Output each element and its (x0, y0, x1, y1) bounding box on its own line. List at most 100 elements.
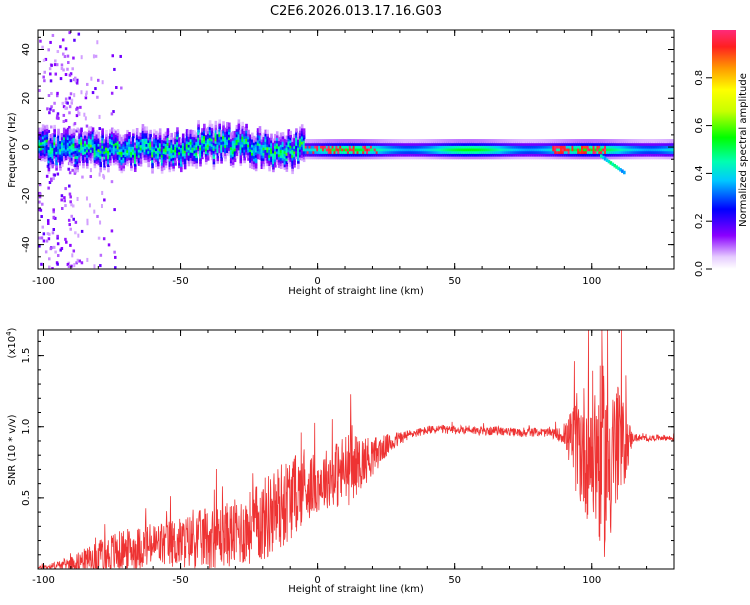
heat-cell (126, 154, 129, 159)
heat-cell (158, 128, 162, 133)
heat-cell (339, 149, 342, 154)
heat-cell (625, 139, 628, 144)
heat-cell (274, 136, 277, 141)
heat-cell (53, 162, 56, 166)
heat-cell (538, 152, 542, 157)
heat-cell (93, 142, 97, 147)
heat-cell (368, 155, 371, 160)
heat-cell (646, 152, 649, 157)
heat-cell (38, 200, 41, 204)
heat-cell (80, 146, 83, 151)
heat-cell (235, 135, 239, 140)
heat-cell (366, 147, 369, 152)
heat-cell (494, 141, 498, 146)
heat-cell (40, 262, 43, 266)
heat-cell (323, 147, 327, 152)
heat-cell (644, 149, 647, 154)
heat-cell (187, 151, 191, 156)
heat-cell (266, 159, 269, 164)
heat-cell (193, 146, 197, 151)
heat-cell (287, 148, 291, 153)
heat-cell (391, 144, 394, 149)
heat-cell (38, 89, 41, 93)
heat-cell (64, 204, 67, 208)
heat-cell (483, 139, 486, 144)
heat-cell (268, 143, 271, 148)
heat-cell (68, 111, 71, 115)
heat-cell (166, 149, 170, 154)
heat-cell (655, 144, 659, 149)
heat-cell (122, 166, 126, 172)
heat-cell (358, 147, 362, 152)
heat-cell (145, 142, 149, 147)
heat-cell (440, 147, 444, 152)
heat-cell (222, 126, 225, 131)
heat-cell (55, 142, 58, 147)
heat-cell (51, 141, 55, 146)
heat-cell (469, 149, 473, 154)
heat-cell (183, 159, 187, 164)
heat-cell (231, 155, 235, 160)
heat-cell (164, 139, 168, 144)
heat-cell (630, 149, 634, 154)
heat-cell (76, 135, 79, 140)
heat-cell (475, 141, 479, 146)
heat-cell (199, 140, 202, 145)
heat-cell (283, 152, 287, 157)
heat-cell (519, 139, 523, 144)
heat-cell (93, 147, 97, 153)
heat-cell (49, 79, 53, 83)
heat-cell (114, 141, 118, 146)
heat-cell (48, 257, 51, 261)
heat-cell (39, 140, 43, 146)
heat-cell (93, 264, 96, 269)
heat-cell (87, 145, 91, 150)
heat-cell (511, 149, 515, 154)
heat-cell (293, 158, 296, 163)
heat-cell (187, 140, 191, 145)
heat-cell (535, 147, 538, 152)
heat-cell (642, 144, 646, 149)
heat-cell (241, 121, 245, 127)
heat-cell (75, 80, 79, 84)
heat-cell (371, 147, 375, 152)
heat-cell (366, 149, 369, 154)
heat-cell (462, 149, 465, 154)
heat-cell (197, 130, 200, 136)
heat-cell (220, 140, 223, 145)
heat-cell (525, 141, 529, 146)
heat-cell (258, 155, 262, 160)
heat-cell (245, 129, 248, 134)
heat-cell (67, 218, 71, 222)
heat-cell (55, 136, 58, 142)
heat-cell (195, 145, 198, 150)
heat-cell (96, 95, 99, 99)
heat-cell (203, 147, 206, 153)
heat-cell (47, 148, 51, 153)
heat-cell (442, 147, 446, 152)
heat-cell (197, 149, 200, 154)
heat-cell (249, 163, 252, 169)
heat-cell (590, 155, 594, 160)
heat-cell (375, 139, 379, 144)
spectrogram-cells (38, 31, 674, 269)
heat-cell (331, 147, 335, 152)
heat-cell (650, 139, 653, 144)
heat-cell (97, 147, 101, 152)
heat-cell (105, 143, 108, 148)
heat-cell (109, 140, 112, 145)
heat-cell (561, 147, 565, 152)
heat-cell (421, 139, 425, 144)
heat-cell (490, 149, 494, 154)
heat-cell (112, 139, 116, 144)
heat-cell (180, 151, 183, 157)
heat-cell (634, 144, 638, 149)
heat-cell (590, 139, 594, 144)
heat-cell (239, 145, 243, 150)
heat-cell (377, 155, 381, 160)
heat-cell (556, 139, 559, 144)
heat-cell (195, 148, 198, 153)
heat-cell (590, 147, 594, 152)
heat-cell (43, 154, 47, 160)
heat-cell (168, 162, 172, 167)
